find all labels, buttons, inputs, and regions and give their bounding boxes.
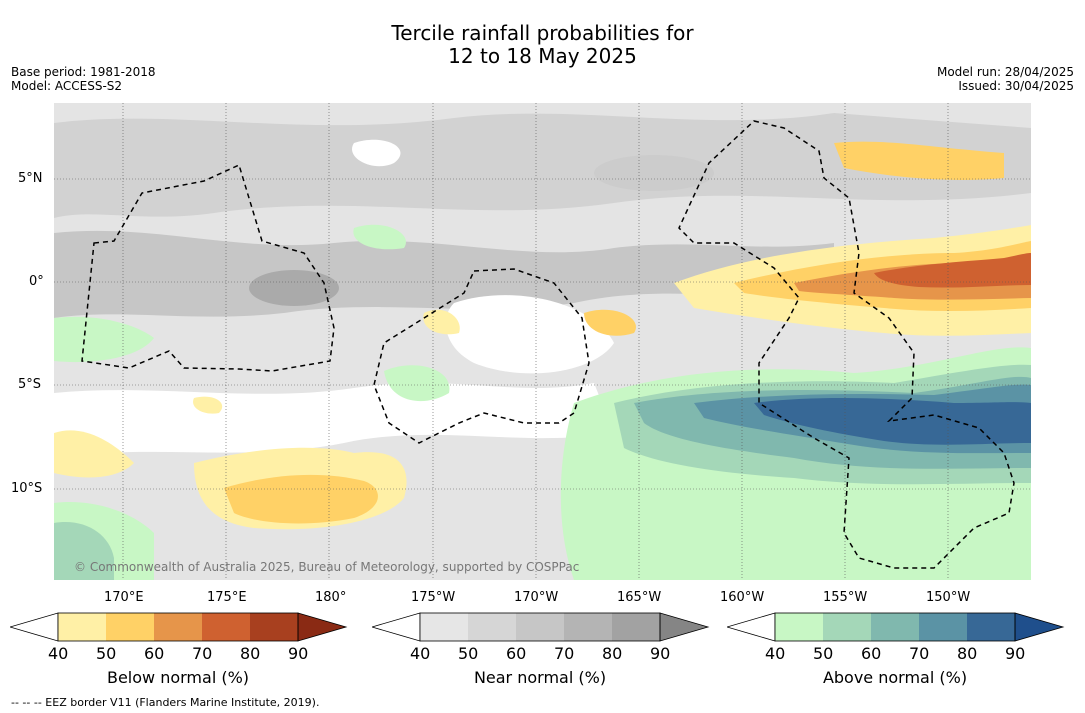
cb3-tick-80: 80 xyxy=(957,644,978,663)
below-normal-50-southwest xyxy=(224,474,378,524)
copyright-text: © Commonwealth of Australia 2025, Bureau… xyxy=(74,560,579,574)
colorbar-below-arrow-right xyxy=(297,612,348,642)
cb2-tick-90: 90 xyxy=(650,644,671,663)
eez-borders xyxy=(81,120,1015,569)
cb1-tick-70: 70 xyxy=(192,644,213,663)
cb2-tick-40: 40 xyxy=(410,644,431,663)
colorbar-below-normal xyxy=(10,612,348,642)
cb3-tick-40: 40 xyxy=(765,644,786,663)
colorbar-near-label: Near normal (%) xyxy=(473,668,607,687)
cb1-tick-60: 60 xyxy=(144,644,165,663)
lon-label-170w: 170°W xyxy=(514,590,559,605)
colorbar-above-swatch-50 xyxy=(823,613,871,641)
colorbar-near-swatch-50 xyxy=(468,613,516,641)
probability-map: © Commonwealth of Australia 2025, Bureau… xyxy=(54,103,1031,580)
colorbar-below-swatch-60 xyxy=(154,613,202,641)
above-normal-central-patch xyxy=(384,365,450,402)
title-line-2: 12 to 18 May 2025 xyxy=(448,44,637,68)
colorbar-near-swatch-80 xyxy=(612,613,660,641)
meta-left: Base period: 1981-2018 Model: ACCESS-S2 xyxy=(11,65,156,93)
colorbar-near-arrow-right xyxy=(659,612,710,642)
neutral-patch xyxy=(352,139,401,167)
cb3-tick-90: 90 xyxy=(1005,644,1026,663)
cb2-tick-80: 80 xyxy=(602,644,623,663)
colorbar-above-label: Above normal (%) xyxy=(822,668,968,687)
above-normal-west-patch xyxy=(54,316,154,363)
cb3-tick-60: 60 xyxy=(861,644,882,663)
meta-right: Model run: 28/04/2025 Issued: 30/04/2025 xyxy=(937,65,1074,93)
colorbar-below-arrow-left xyxy=(10,612,59,642)
eez-boundary-east xyxy=(678,120,1015,569)
lat-label-5s: 5°S xyxy=(18,377,42,392)
cb3-tick-70: 70 xyxy=(909,644,930,663)
lat-label-5n: 5°N xyxy=(18,171,43,186)
above-normal-sw-core xyxy=(54,522,114,580)
neutral-region-central xyxy=(445,295,614,374)
below-normal-tiny-patch xyxy=(193,396,223,414)
base-period: Base period: 1981-2018 xyxy=(11,65,156,79)
cb2-tick-60: 60 xyxy=(506,644,527,663)
colorbar-below-swatch-40 xyxy=(58,613,106,641)
near-normal-band-50 xyxy=(54,113,1031,218)
colorbar-above-swatch-80 xyxy=(967,613,1015,641)
below-normal-70-east xyxy=(874,253,1031,288)
below-normal-north-east xyxy=(834,141,1004,180)
model-name: Model: ACCESS-S2 xyxy=(11,79,123,93)
above-normal-north-patch xyxy=(353,224,406,250)
lat-label-0: 0° xyxy=(29,274,44,289)
colorbar-near-swatch-60 xyxy=(516,613,564,641)
chart-title: Tercile rainfall probabilities for 12 to… xyxy=(0,22,1085,68)
issued-date: Issued: 30/04/2025 xyxy=(958,79,1074,93)
cb1-tick-90: 90 xyxy=(288,644,309,663)
colorbar-above-arrow-left xyxy=(727,612,776,642)
below-normal-west-patch xyxy=(54,430,134,478)
eez-boundary-central xyxy=(373,268,590,444)
eez-boundary-west xyxy=(81,163,335,372)
colorbar-below-label: Below normal (%) xyxy=(106,668,250,687)
lon-label-160w: 160°W xyxy=(720,590,765,605)
colorbar-below-frame xyxy=(57,612,299,642)
lon-label-175e: 175°E xyxy=(207,590,247,605)
cb1-tick-40: 40 xyxy=(48,644,69,663)
above-normal-80 xyxy=(754,398,1031,445)
colorbar-above-normal xyxy=(727,612,1065,642)
lon-label-155w: 155°W xyxy=(823,590,868,605)
cb3-tick-50: 50 xyxy=(813,644,834,663)
colorbar-below-swatch-50 xyxy=(106,613,154,641)
below-normal-small-patch xyxy=(423,309,460,335)
near-normal-band-60 xyxy=(54,230,834,318)
map-svg: © Commonwealth of Australia 2025, Bureau… xyxy=(54,103,1031,580)
colorbar-near-arrow-left xyxy=(372,612,421,642)
eez-legend-note: -- -- -- EEZ border V11 (Flanders Marine… xyxy=(11,696,320,709)
lat-label-10s: 10°S xyxy=(11,481,43,496)
below-normal-central-patch xyxy=(584,309,636,336)
graticule xyxy=(54,103,1031,580)
lon-label-170e: 170°E xyxy=(104,590,144,605)
colorbar-above-swatch-60 xyxy=(871,613,919,641)
colorbar-near-swatch-40 xyxy=(420,613,468,641)
colorbar-below-swatch-80 xyxy=(250,613,298,641)
cb2-tick-70: 70 xyxy=(554,644,575,663)
colorbar-above-swatch-70 xyxy=(919,613,967,641)
lon-label-150w: 150°W xyxy=(926,590,971,605)
colorbar-near-frame xyxy=(419,612,661,642)
colorbar-near-normal xyxy=(372,612,710,642)
cb1-tick-80: 80 xyxy=(240,644,261,663)
near-normal-core-70 xyxy=(249,270,339,306)
model-run: Model run: 28/04/2025 xyxy=(936,65,1074,79)
near-normal-patch xyxy=(594,155,714,191)
colorbar-below-swatch-70 xyxy=(202,613,250,641)
lon-label-175w: 175°W xyxy=(411,590,456,605)
colorbar-above-swatch-40 xyxy=(775,613,823,641)
cb1-tick-50: 50 xyxy=(96,644,117,663)
colorbar-near-swatch-70 xyxy=(564,613,612,641)
lon-label-180: 180° xyxy=(315,590,347,605)
title-line-1: Tercile rainfall probabilities for xyxy=(391,21,694,45)
colorbar-above-arrow-right xyxy=(1014,612,1065,642)
colorbar-above-frame xyxy=(774,612,1016,642)
lon-label-165w: 165°W xyxy=(617,590,662,605)
cb2-tick-50: 50 xyxy=(458,644,479,663)
